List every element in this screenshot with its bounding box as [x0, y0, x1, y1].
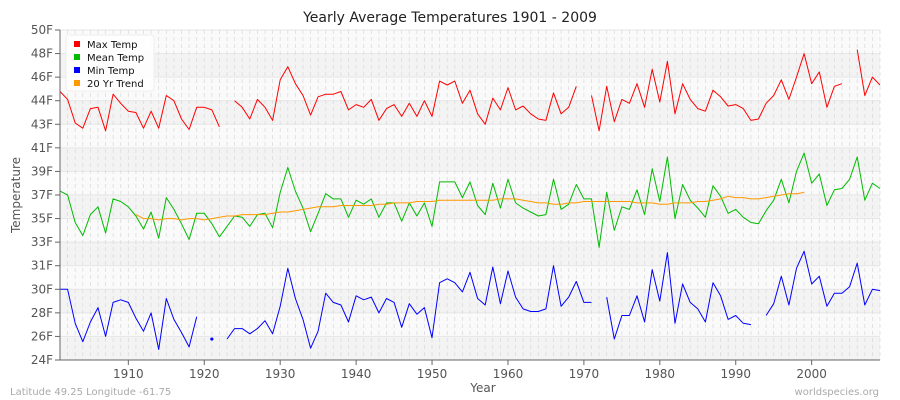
x-tick-label: 1990 — [720, 367, 751, 381]
y-tick-label: 35F — [31, 212, 53, 226]
legend: Max Temp Mean Temp Min Temp 20 Yr Trend — [65, 34, 155, 92]
y-tick-label: 30F — [31, 282, 53, 296]
y-axis-ticks: 50F 48F 46F 44F 43F 41F 39F 37F 35F 33F 31F 30F 28F 2… — [31, 23, 60, 367]
chart-title: Yearly Average Temperatures 1901 - 2009 — [302, 10, 597, 26]
y-tick-label: 33F — [31, 235, 53, 249]
series-lines — [59, 49, 881, 350]
x-tick-label: 1980 — [645, 367, 676, 381]
legend-label: Max Temp — [87, 40, 138, 51]
legend-swatch — [74, 41, 80, 47]
y-tick-label: 31F — [31, 259, 53, 273]
y-axis-label: Temperature — [9, 157, 23, 234]
legend-swatch — [74, 67, 80, 73]
20-yr-trend-line — [135, 191, 805, 221]
location-caption: Latitude 49.25 Longitude -61.75 — [10, 387, 171, 398]
data-point — [210, 337, 214, 341]
x-tick-label: 1910 — [113, 367, 144, 381]
x-tick-label: 1950 — [417, 367, 448, 381]
legend-swatch — [74, 54, 80, 60]
legend-label: Min Temp — [87, 66, 135, 77]
legend-label: Mean Temp — [87, 53, 144, 64]
series-min-temp — [60, 250, 881, 350]
y-tick-label: 48F — [31, 47, 53, 61]
legend-swatch — [74, 80, 80, 86]
y-tick-label: 28F — [31, 306, 53, 320]
legend-box — [65, 34, 155, 92]
x-tick-label: 1970 — [569, 367, 600, 381]
y-tick-label: 37F — [31, 188, 53, 202]
x-axis-ticks: 1910 1920 1930 1940 1950 1960 1970 1980 1990 2000 — [113, 360, 827, 381]
x-tick-label: 1930 — [265, 367, 296, 381]
mean-temp-line — [59, 152, 881, 248]
legend-label: 20 Yr Trend — [87, 79, 144, 90]
series-mean-temp — [59, 152, 881, 248]
max-temp-line — [59, 49, 881, 132]
min-temp-line — [60, 250, 881, 350]
series-max-temp — [59, 49, 881, 132]
y-tick-label: 41F — [31, 141, 53, 155]
y-tick-label: 46F — [31, 70, 53, 84]
x-tick-label: 1940 — [341, 367, 372, 381]
x-tick-label: 1920 — [189, 367, 220, 381]
y-tick-label: 50F — [31, 23, 53, 37]
x-axis-label: Year — [469, 381, 495, 395]
y-tick-label: 44F — [31, 94, 53, 108]
series-20-yr-trend — [135, 191, 805, 221]
y-tick-label: 43F — [31, 117, 53, 131]
y-tick-label: 24F — [31, 353, 53, 367]
vertical-gridlines — [59, 30, 881, 360]
y-tick-label: 39F — [31, 164, 53, 178]
source-caption: worldspecies.org — [795, 387, 879, 398]
x-tick-label: 2000 — [796, 367, 827, 381]
x-tick-label: 1960 — [493, 367, 524, 381]
y-tick-label: 26F — [31, 329, 53, 343]
